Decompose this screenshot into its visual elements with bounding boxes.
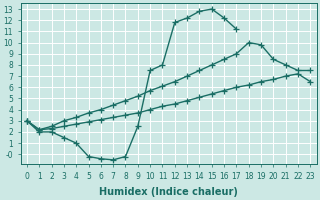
X-axis label: Humidex (Indice chaleur): Humidex (Indice chaleur) bbox=[99, 187, 238, 197]
